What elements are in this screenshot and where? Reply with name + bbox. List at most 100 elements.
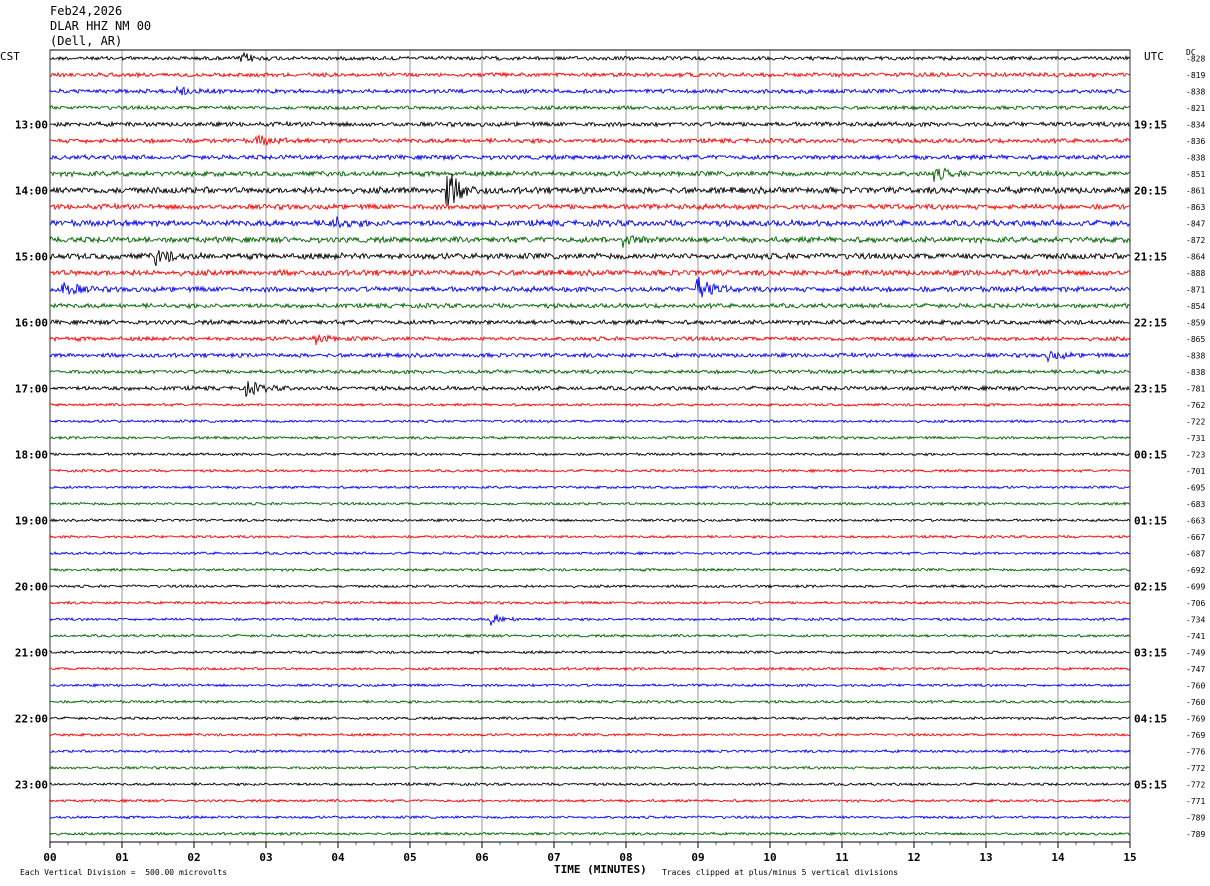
dc-offset-label: -821 xyxy=(1186,104,1205,113)
dc-offset-label: -851 xyxy=(1186,170,1205,179)
dc-label: DC xyxy=(1186,48,1196,57)
trace-line xyxy=(49,484,1131,490)
trace-line xyxy=(49,517,1131,523)
left-hour-label: 23:00 xyxy=(15,778,48,791)
left-hour-label: 19:00 xyxy=(15,514,48,527)
trace-line xyxy=(49,732,1131,738)
x-tick-label: 08 xyxy=(619,851,632,864)
trace-line xyxy=(49,153,1131,162)
right-hour-label: 03:15 xyxy=(1134,646,1167,659)
dc-offset-label: -701 xyxy=(1186,467,1205,476)
dc-offset-label: -834 xyxy=(1186,120,1205,129)
left-hour-label: 13:00 xyxy=(15,118,48,131)
left-hour-label: 17:00 xyxy=(15,382,48,395)
dc-offset-label: -872 xyxy=(1186,236,1205,245)
trace-line xyxy=(49,402,1131,408)
x-tick-label: 02 xyxy=(187,851,200,864)
trace-line xyxy=(49,814,1131,820)
trace-line xyxy=(49,134,1131,147)
x-tick-label: 10 xyxy=(763,851,776,864)
trace-line xyxy=(49,51,1131,62)
trace-line xyxy=(49,567,1131,573)
scale-note: Each Vertical Division = 500.00 microvol… xyxy=(20,868,228,877)
dc-offset-label: -828 xyxy=(1186,54,1205,63)
right-hour-label: 01:15 xyxy=(1134,514,1167,527)
trace-line xyxy=(49,333,1131,346)
dc-offset-label: -760 xyxy=(1186,681,1205,690)
left-hour-label: 20:00 xyxy=(15,580,48,593)
trace-line xyxy=(49,534,1131,540)
dc-offset-label: -871 xyxy=(1186,285,1205,294)
right-hour-label: 21:15 xyxy=(1134,250,1167,263)
dc-offset-label: -781 xyxy=(1186,384,1205,393)
trace-line xyxy=(49,614,1131,626)
trace-line xyxy=(49,781,1131,787)
x-axis-title: TIME (MINUTES) xyxy=(554,863,647,876)
plot-frame xyxy=(49,49,1131,843)
right-hour-label: 02:15 xyxy=(1134,580,1167,593)
clip-note: Traces clipped at plus/minus 5 vertical … xyxy=(662,868,899,877)
trace-line xyxy=(49,234,1131,248)
trace-line xyxy=(49,71,1131,79)
trace-line xyxy=(49,583,1131,589)
left-hour-label: 15:00 xyxy=(15,250,48,263)
trace-line xyxy=(49,600,1131,606)
x-tick-label: 07 xyxy=(547,851,560,864)
x-tick-label: 11 xyxy=(835,851,849,864)
dc-offset-label: -769 xyxy=(1186,731,1205,740)
dc-offset-label: -762 xyxy=(1186,401,1205,410)
dc-offset-label: -769 xyxy=(1186,714,1205,723)
dc-offset-label: -838 xyxy=(1186,368,1205,377)
trace-line xyxy=(49,216,1131,229)
trace-line xyxy=(49,350,1131,364)
trace-line xyxy=(49,381,1131,397)
dc-offset-label: -695 xyxy=(1186,483,1205,492)
dc-offset-label: -723 xyxy=(1186,450,1205,459)
x-tick-label: 06 xyxy=(475,851,489,864)
dc-offset-label: -699 xyxy=(1186,582,1205,591)
trace-line xyxy=(49,276,1131,298)
dc-offset-label: -734 xyxy=(1186,615,1205,624)
dc-offset-label: -863 xyxy=(1186,203,1205,212)
dc-offset-label: -865 xyxy=(1186,335,1205,344)
right-hour-label: 23:15 xyxy=(1134,382,1167,395)
dc-offset-label: -667 xyxy=(1186,533,1205,542)
x-tick-label: 15 xyxy=(1123,851,1136,864)
x-tick-label: 03 xyxy=(259,851,272,864)
dc-offset-label: -741 xyxy=(1186,632,1205,641)
dc-offset-label: -838 xyxy=(1186,351,1205,360)
x-tick-label: 12 xyxy=(907,851,920,864)
header-station: DLAR HHZ NM 00 xyxy=(50,19,152,33)
trace-line xyxy=(50,682,1131,688)
dc-offset-label: -847 xyxy=(1186,219,1205,228)
trace-line xyxy=(49,501,1131,507)
dc-offset-label: -749 xyxy=(1186,648,1205,657)
dc-offset-label: -838 xyxy=(1186,153,1205,162)
x-tick-label: 14 xyxy=(1051,851,1065,864)
left-hour-label: 22:00 xyxy=(15,712,48,725)
trace-line xyxy=(49,104,1131,112)
left-hour-label: 16:00 xyxy=(15,316,48,329)
left-hour-label: 21:00 xyxy=(15,646,48,659)
trace-line xyxy=(49,699,1131,705)
dc-offset-label: -722 xyxy=(1186,417,1205,426)
dc-offset-label: -747 xyxy=(1186,665,1205,674)
dc-offset-label: -836 xyxy=(1186,137,1205,146)
dc-offset-label: -731 xyxy=(1186,434,1205,443)
trace-line xyxy=(49,798,1131,804)
header-location: (Dell, AR) xyxy=(50,34,123,48)
right-hour-label: 00:15 xyxy=(1134,448,1167,461)
trace-line xyxy=(49,435,1131,441)
left-hour-label: 14:00 xyxy=(15,184,48,197)
dc-offset-label: -864 xyxy=(1186,252,1205,261)
dc-offset-label: -819 xyxy=(1186,71,1205,80)
right-hour-label: 22:15 xyxy=(1134,316,1167,329)
trace-line xyxy=(49,85,1131,96)
dc-offset-label: -692 xyxy=(1186,566,1205,575)
x-tick-label: 00 xyxy=(43,851,56,864)
right-hour-label: 04:15 xyxy=(1134,712,1167,725)
dc-offset-label: -663 xyxy=(1186,516,1205,525)
left-timezone-label: CST xyxy=(0,50,20,63)
trace-line xyxy=(49,268,1131,277)
dc-offset-label: -854 xyxy=(1186,302,1205,311)
